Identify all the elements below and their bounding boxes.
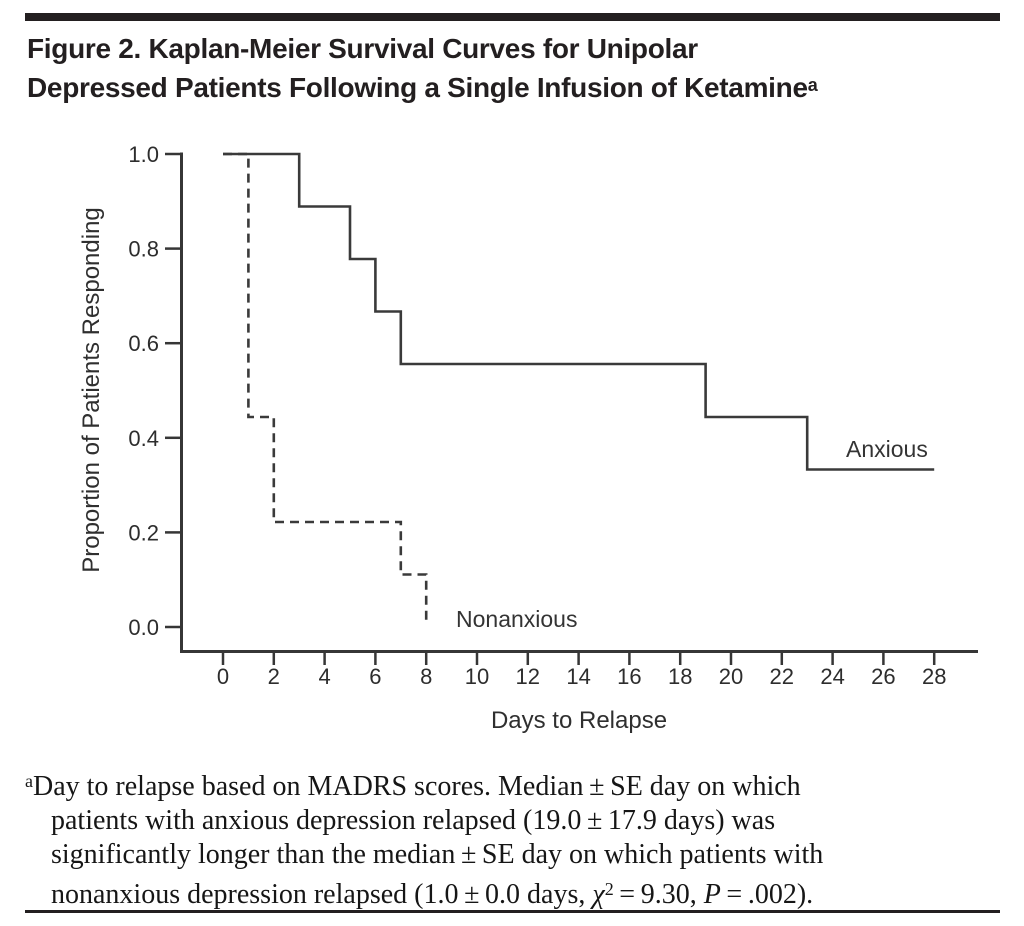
y-axis-ticks: 0.0 0.2 0.4 0.6 0.8 1.0 — [128, 142, 180, 640]
x-tick-label: 2 — [268, 664, 280, 689]
x-tick-label: 20 — [719, 664, 743, 689]
figure-title: Figure 2. Kaplan-Meier Survival Curves f… — [27, 30, 818, 106]
x-tick-label: 16 — [617, 664, 641, 689]
y-tick-label: 0.4 — [128, 426, 159, 451]
y-tick-label: 0.0 — [128, 615, 159, 640]
series-label-anxious: Anxious — [846, 436, 928, 462]
survival-curves — [223, 152, 935, 623]
x-tick-label: 18 — [668, 664, 692, 689]
footnote-line-1-text: Day to relapse based on MADRS scores. Me… — [33, 771, 801, 802]
y-tick-label: 0.2 — [128, 520, 159, 545]
x-axis-title: Days to Relapse — [491, 707, 667, 734]
footnote-line-4-start: nonanxious depression relapsed (1.0 ± 0.… — [51, 879, 593, 910]
figure-title-line2: Depressed Patients Following a Single In… — [27, 67, 818, 106]
curve-anxious — [223, 152, 935, 471]
footnote-line-1: aDay to relapse based on MADRS scores. M… — [25, 764, 985, 804]
chi-exponent: 2 — [604, 879, 614, 899]
y-tick-label: 1.0 — [128, 142, 159, 167]
footnote: aDay to relapse based on MADRS scores. M… — [25, 764, 985, 912]
x-tick-label: 0 — [217, 664, 229, 689]
x-tick-label: 24 — [820, 664, 844, 689]
footnote-line-4-end: = .002). — [720, 879, 814, 910]
chi-symbol: χ — [592, 879, 605, 910]
x-tick-label: 6 — [369, 664, 381, 689]
x-tick-label: 8 — [420, 664, 432, 689]
x-tick-label: 26 — [871, 664, 895, 689]
p-symbol: P — [703, 879, 721, 910]
x-tick-label: 28 — [922, 664, 946, 689]
footnote-marker: a — [25, 771, 33, 791]
y-axis-title: Proportion of Patients Responding — [78, 207, 105, 573]
x-axis-ticks: 0 2 4 6 8 10 12 14 16 18 20 22 24 26 28 — [217, 653, 946, 689]
footnote-line-4: nonanxious depression relapsed (1.0 ± 0.… — [25, 872, 985, 912]
x-tick-label: 22 — [770, 664, 794, 689]
bottom-rule — [25, 910, 1000, 913]
figure-title-line2-text: Depressed Patients Following a Single In… — [27, 72, 808, 103]
series-label-nonanxious: Nonanxious — [456, 606, 577, 632]
x-tick-label: 14 — [566, 664, 590, 689]
x-tick-label: 4 — [318, 664, 330, 689]
curve-nonanxious — [223, 152, 428, 623]
top-rule — [25, 13, 1000, 21]
footnote-line-4-mid: = 9.30, — [613, 879, 704, 910]
figure-title-line1: Figure 2. Kaplan-Meier Survival Curves f… — [27, 33, 698, 64]
footnote-line-2: patients with anxious depression relapse… — [51, 805, 776, 836]
footnote-line-3: significantly longer than the median ± S… — [51, 839, 824, 870]
figure-title-footnote-marker: a — [807, 75, 818, 95]
y-tick-label: 0.8 — [128, 237, 159, 262]
y-tick-label: 0.6 — [128, 331, 159, 356]
x-tick-label: 12 — [516, 664, 540, 689]
x-tick-label: 10 — [465, 664, 489, 689]
